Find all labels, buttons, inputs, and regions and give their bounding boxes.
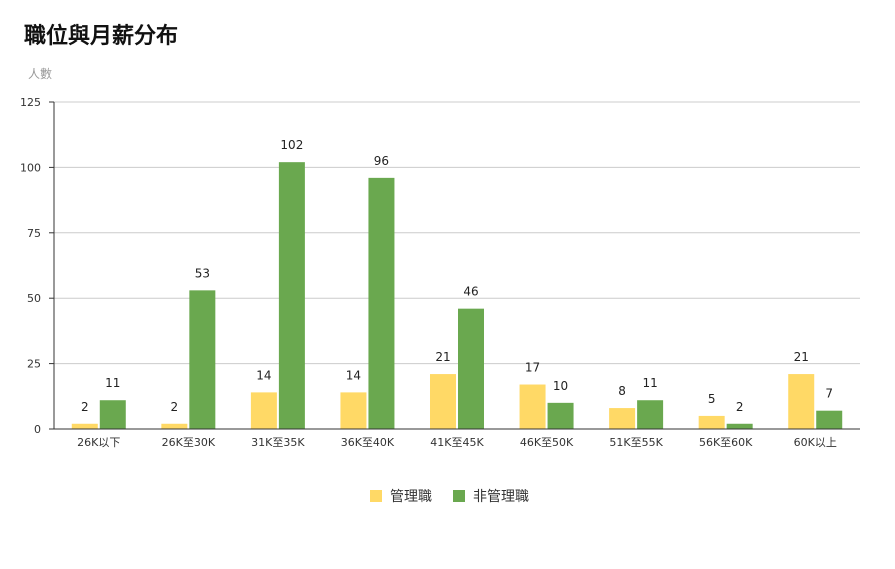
x-tick-label: 60K以上	[794, 436, 837, 449]
data-label: 11	[105, 376, 120, 390]
x-tick-label: 56K至60K	[699, 436, 753, 449]
bar	[71, 423, 98, 429]
bar	[637, 400, 664, 429]
bar	[788, 374, 815, 429]
y-tick-label: 100	[20, 161, 41, 174]
legend-label: 管理職	[390, 489, 432, 505]
bars: 2 11 2 53 14 102 14 96 21 46 17 10 8 11 5 2 21 7	[71, 138, 843, 429]
data-label: 2	[81, 400, 89, 414]
y-tick-label: 0	[34, 423, 41, 436]
data-label: 21	[435, 350, 450, 364]
data-label: 2	[736, 400, 744, 414]
x-tick-label: 51K至55K	[609, 436, 663, 449]
y-tick-label: 125	[20, 96, 41, 109]
data-label: 14	[256, 368, 271, 382]
y-tick-label: 25	[27, 358, 41, 371]
y-axis-label: 人數	[28, 67, 52, 81]
x-tick-label: 31K至35K	[251, 436, 305, 449]
data-label: 14	[346, 368, 361, 382]
bar	[340, 392, 367, 429]
bar	[816, 410, 843, 429]
axes	[53, 102, 860, 430]
x-tick-label: 41K至45K	[430, 436, 484, 449]
legend-swatch	[453, 490, 465, 502]
chart-title: 職位與月薪分布	[24, 24, 179, 49]
bar	[161, 423, 188, 429]
bar	[278, 162, 305, 429]
data-label: 46	[463, 285, 478, 299]
x-tick-label: 26K至30K	[162, 436, 216, 449]
data-label: 5	[708, 392, 716, 406]
data-label: 7	[825, 387, 833, 401]
x-tick-label: 36K至40K	[341, 436, 395, 449]
bar	[189, 290, 216, 429]
data-label: 8	[618, 384, 626, 398]
bar	[430, 374, 456, 429]
bar	[726, 423, 753, 429]
bar	[519, 384, 546, 429]
legend-swatch	[370, 490, 382, 502]
data-label: 17	[525, 361, 540, 375]
x-tick-label: 46K至50K	[520, 436, 574, 449]
bar	[99, 400, 126, 429]
bar	[458, 308, 484, 429]
data-label: 53	[195, 266, 210, 280]
data-label: 102	[280, 138, 303, 152]
y-tick-label: 75	[27, 227, 41, 240]
data-label: 10	[553, 379, 568, 393]
bar	[609, 408, 636, 429]
bar	[547, 402, 574, 429]
bar	[368, 177, 395, 429]
data-label: 11	[642, 376, 657, 390]
data-label: 96	[374, 154, 389, 168]
gridlines	[54, 101, 860, 365]
y-axis-ticks: 0 25 50 75 100 125	[20, 96, 54, 436]
x-tick-label: 26K以下	[77, 436, 120, 449]
legend: 管理職 非管理職	[370, 489, 529, 505]
legend-label: 非管理職	[473, 489, 529, 505]
data-label: 21	[794, 350, 809, 364]
bar	[698, 415, 725, 429]
y-tick-label: 50	[27, 292, 41, 305]
data-label: 2	[171, 400, 179, 414]
bar	[250, 392, 277, 429]
x-axis-ticks: 26K以下 26K至30K 31K至35K 36K至40K 41K至45K 46K至50K…	[77, 436, 837, 449]
